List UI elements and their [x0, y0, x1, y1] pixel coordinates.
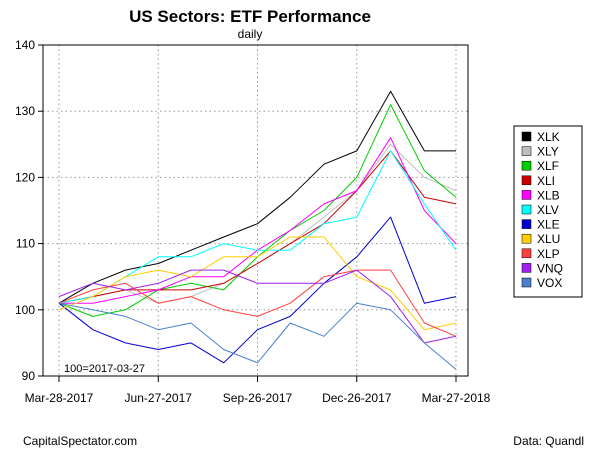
series-line-xlu — [58, 236, 457, 331]
series-line-vnq — [58, 269, 457, 344]
chart-subtitle: daily — [238, 27, 263, 41]
legend-swatch-xli — [521, 175, 532, 186]
legend-swatch-xly — [521, 146, 532, 156]
baseline-note: 100=2017-03-27 — [64, 363, 145, 375]
legend-swatch-vnq — [521, 263, 532, 273]
legend-label-xlu: XLU — [537, 232, 560, 246]
legend-label-xle: XLE — [537, 218, 560, 232]
legend-swatch-xlb — [521, 190, 532, 200]
chart-title: US Sectors: ETF Performance — [129, 7, 371, 26]
series-line-xlk — [58, 90, 456, 304]
legend-swatch-xlk — [521, 131, 532, 142]
legend-label-xlf: XLF — [537, 159, 559, 173]
y-tick-label: 120 — [15, 170, 35, 184]
plot-area-border — [42, 44, 469, 377]
legend-swatch-xlv — [521, 204, 532, 215]
series-line-vox — [58, 302, 457, 370]
legend-label-xly: XLY — [537, 145, 559, 159]
series-line-xle — [58, 216, 457, 364]
x-axis: Mar-28-2017 Jun-27-2017 Sep-26-2017 Dec-26-… — [25, 376, 491, 405]
legend-label-vnq: VNQ — [537, 261, 563, 275]
footer-source-site: CapitalSpectator.com — [23, 434, 137, 448]
series-line-xlp — [58, 269, 457, 337]
legend-label-xlv: XLV — [537, 203, 559, 217]
y-tick-label: 140 — [15, 38, 35, 52]
y-tick-label: 130 — [15, 104, 35, 118]
legend-label-xlb: XLB — [537, 188, 560, 202]
legend-label-vox: VOX — [537, 276, 562, 290]
legend-label-xlk: XLK — [537, 130, 560, 144]
legend-label-xli: XLI — [537, 174, 555, 188]
legend-swatch-xlf — [521, 160, 532, 171]
legend-swatch-xlu — [521, 233, 532, 244]
x-tick-label: Mar-28-2017 — [25, 391, 94, 405]
grid-lines — [43, 44, 468, 377]
footer-data-credit: Data: Quandl — [513, 434, 584, 448]
x-tick-label: Jun-27-2017 — [125, 391, 193, 405]
series-lines — [58, 90, 457, 370]
y-tick-label: 100 — [15, 303, 35, 317]
legend-swatch-vox — [521, 277, 532, 288]
y-axis: 90 100 110 120 130 140 — [15, 38, 43, 383]
legend-swatch-xlp — [521, 248, 532, 259]
y-tick-label: 110 — [16, 237, 35, 251]
legend-label-xlp: XLP — [537, 247, 560, 261]
x-tick-label: Sep-26-2017 — [223, 391, 293, 405]
x-tick-label: Mar-27-2018 — [422, 391, 491, 405]
legend-swatch-xle — [521, 219, 532, 229]
y-tick-label: 90 — [22, 369, 36, 383]
x-tick-label: Dec-26-2017 — [322, 391, 392, 405]
